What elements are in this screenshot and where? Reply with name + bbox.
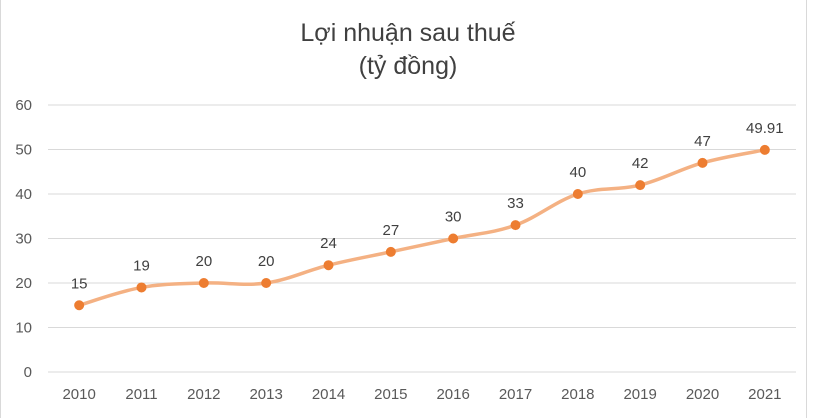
- x-tick-label: 2011: [125, 386, 157, 403]
- data-point: [759, 144, 770, 155]
- y-tick-label: 60: [15, 97, 32, 114]
- y-tick-label: 0: [24, 364, 32, 381]
- frame-edge-right: [806, 0, 807, 418]
- data-point: [74, 300, 85, 311]
- y-tick-label: 30: [15, 231, 32, 248]
- data-label: 42: [632, 155, 649, 172]
- y-tick-label: 10: [15, 320, 32, 337]
- data-label: 33: [507, 195, 524, 212]
- data-point: [136, 282, 147, 293]
- x-tick-label: 2020: [686, 386, 719, 403]
- data-label: 19: [133, 257, 150, 274]
- data-point: [385, 246, 396, 257]
- x-tick-label: 2021: [748, 386, 781, 403]
- data-label: 47: [694, 133, 711, 150]
- x-tick-label: 2016: [436, 386, 469, 403]
- data-label: 20: [258, 253, 275, 270]
- data-point: [635, 180, 646, 191]
- series-line: [77, 148, 767, 307]
- data-point: [572, 189, 583, 199]
- data-label: 30: [445, 209, 462, 226]
- data-label: 27: [382, 222, 399, 239]
- y-tick-label: 40: [15, 186, 32, 203]
- data-point: [261, 278, 272, 288]
- data-label: 15: [71, 275, 88, 292]
- x-tick-label: 2012: [187, 386, 220, 403]
- x-tick-label: 2017: [499, 386, 532, 403]
- x-tick-label: 2014: [312, 386, 345, 403]
- x-tick-label: 2015: [374, 386, 407, 403]
- chart-subtitle: (tỷ đồng): [358, 52, 458, 80]
- data-label: 49.91: [746, 120, 784, 137]
- frame-edge-left: [0, 0, 1, 418]
- y-tick-label: 20: [15, 275, 32, 292]
- x-tick-label: 2010: [62, 386, 95, 403]
- data-point: [510, 220, 521, 231]
- data-point: [697, 157, 708, 168]
- data-label: 40: [569, 164, 586, 181]
- data-label: 24: [320, 235, 337, 252]
- x-tick-label: 2018: [561, 386, 594, 403]
- x-tick-label: 2013: [249, 386, 282, 403]
- data-point: [448, 233, 459, 244]
- data-label: 20: [195, 253, 212, 270]
- chart-title: Lợi nhuận sau thuế: [300, 19, 516, 47]
- data-point: [198, 278, 209, 288]
- y-tick-label: 50: [15, 142, 32, 159]
- data-point: [323, 260, 334, 271]
- x-tick-label: 2019: [623, 386, 656, 403]
